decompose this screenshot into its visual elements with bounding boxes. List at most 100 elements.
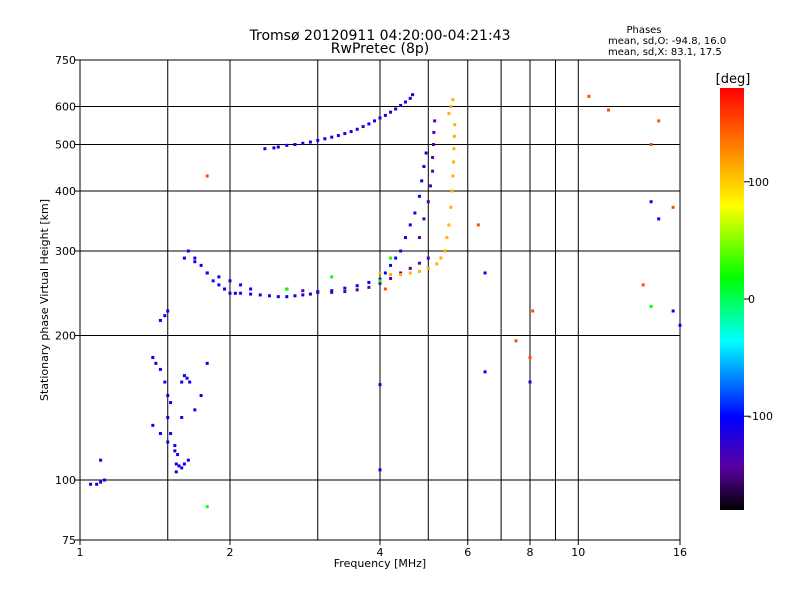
data-point — [408, 271, 412, 275]
data-point — [228, 279, 232, 283]
data-point — [330, 289, 334, 293]
data-point — [432, 130, 436, 134]
data-point — [452, 160, 456, 164]
data-point — [657, 217, 661, 221]
data-point — [276, 295, 280, 299]
data-point — [163, 380, 167, 384]
data-point — [228, 291, 232, 295]
y-axis-ticks: 75 100 200 300 400 500 600 750 — [55, 54, 80, 547]
data-point — [428, 184, 432, 188]
data-point — [89, 482, 93, 486]
stats-line-x: mean, sd,X: 83.1, 17.5 — [608, 47, 722, 58]
data-point — [447, 112, 451, 116]
data-point — [186, 458, 190, 462]
x-tick-label: 16 — [673, 546, 687, 559]
colorbar-tick-label: -100 — [748, 410, 773, 423]
data-point — [439, 256, 443, 260]
data-point — [249, 287, 253, 291]
data-point — [389, 276, 393, 280]
y-tick-label: 200 — [55, 330, 76, 343]
data-point — [443, 249, 447, 253]
data-point — [285, 143, 289, 147]
data-point — [403, 100, 407, 104]
stats-line-o: mean, sd,O: -94.8, 16.0 — [608, 36, 726, 47]
data-point — [177, 464, 181, 468]
data-point — [433, 119, 437, 123]
data-point — [186, 249, 190, 253]
data-point — [301, 293, 305, 297]
data-point — [383, 271, 387, 275]
data-point — [330, 290, 334, 294]
data-point — [249, 292, 253, 296]
data-point — [378, 116, 382, 120]
x-tick-label: 10 — [571, 546, 585, 559]
data-point — [308, 140, 312, 144]
data-point — [641, 283, 645, 287]
data-points — [89, 93, 682, 509]
data-point — [378, 468, 382, 472]
data-point — [174, 470, 178, 474]
data-point — [431, 155, 435, 159]
data-point — [367, 122, 371, 126]
data-point — [426, 266, 430, 270]
data-point — [649, 200, 653, 204]
data-point — [367, 285, 371, 289]
data-point — [389, 256, 393, 260]
data-point — [151, 355, 155, 359]
data-point — [649, 143, 653, 147]
data-point — [678, 323, 682, 327]
data-point — [239, 283, 243, 287]
data-point — [239, 291, 243, 295]
data-point — [158, 432, 162, 436]
data-point — [373, 119, 377, 123]
data-point — [199, 394, 203, 398]
data-point — [158, 367, 162, 371]
data-point — [205, 174, 209, 178]
y-tick-label: 100 — [55, 474, 76, 487]
data-point — [154, 361, 158, 365]
data-point — [399, 273, 403, 277]
data-point — [657, 119, 661, 123]
data-point — [417, 236, 421, 240]
data-point — [223, 287, 227, 291]
chart-subtitle: RwPretec (8p) — [331, 41, 429, 57]
data-point — [308, 292, 312, 296]
data-point — [233, 291, 237, 295]
y-tick-label: 600 — [55, 101, 76, 114]
data-point — [450, 189, 454, 193]
data-point — [267, 294, 271, 298]
data-point — [378, 271, 382, 275]
data-point — [285, 295, 289, 299]
data-point — [361, 125, 365, 129]
data-point — [394, 256, 398, 260]
data-point — [193, 256, 197, 260]
y-axis-label: Stationary phase Virtual Height [km] — [38, 199, 51, 401]
data-point — [383, 287, 387, 291]
data-point — [349, 130, 353, 134]
data-point — [451, 98, 455, 102]
data-point — [378, 383, 382, 387]
data-point — [445, 236, 449, 240]
data-point — [276, 145, 280, 149]
data-point — [182, 374, 186, 378]
data-point — [169, 432, 173, 436]
y-tick-label: 400 — [55, 185, 76, 198]
data-point — [367, 280, 371, 284]
data-point — [389, 273, 393, 277]
x-tick-label: 1 — [77, 546, 84, 559]
data-point — [399, 271, 403, 275]
data-point — [185, 376, 189, 380]
data-point — [649, 304, 653, 308]
data-point — [355, 288, 359, 292]
colorbar-label: [deg] — [716, 72, 751, 87]
x-axis-label: Frequency [MHz] — [334, 557, 426, 570]
data-point — [408, 266, 412, 270]
data-point — [217, 275, 221, 279]
data-point — [531, 309, 535, 313]
data-point — [205, 271, 209, 275]
x-axis-ticks: 1 2 4 6 8 10 16 — [77, 540, 687, 559]
data-point — [330, 275, 334, 279]
data-point — [180, 466, 184, 470]
data-point — [180, 415, 184, 419]
